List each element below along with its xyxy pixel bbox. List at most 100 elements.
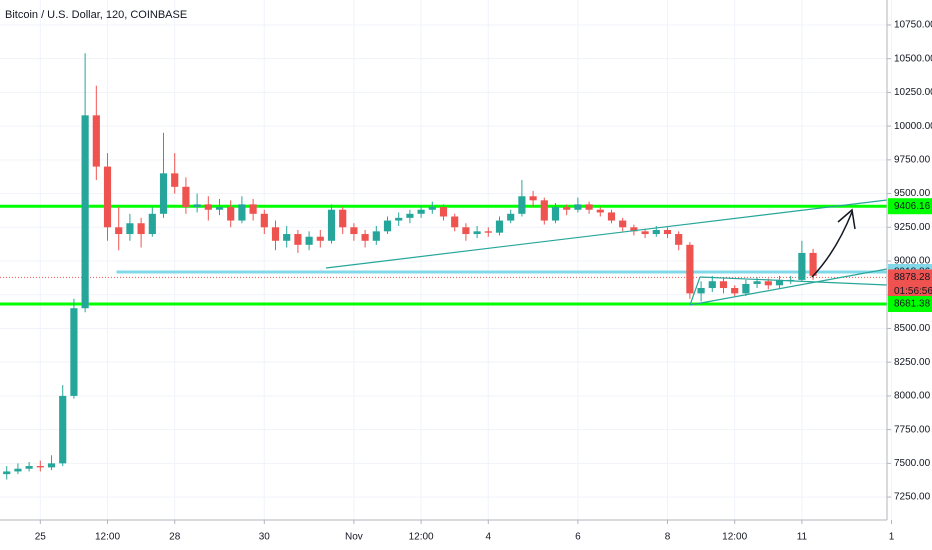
candle-body [775, 279, 784, 286]
candle-body [495, 220, 504, 233]
candle-body [14, 468, 22, 472]
candle-body [361, 234, 369, 241]
countdown: 01:56:56 [894, 286, 932, 297]
candle-body [159, 173, 168, 214]
candle-body [47, 463, 56, 468]
candle-body [484, 231, 492, 233]
price-tag-label: 8878.28 [894, 272, 931, 283]
x-tick-label: 28 [169, 532, 181, 543]
candle-body [3, 471, 11, 475]
candle-body [215, 207, 224, 210]
candle-body [249, 204, 257, 214]
candle-body [59, 395, 67, 464]
candle-body [417, 209, 425, 214]
candle-body [406, 213, 414, 218]
candle-body [227, 207, 235, 221]
candle-body [137, 223, 145, 235]
candle-body [339, 209, 347, 228]
x-tick-label: 12:00 [95, 532, 120, 543]
candle-body [607, 212, 616, 221]
candle-body [81, 115, 89, 309]
trendline [689, 268, 888, 306]
y-tick-label: 8250.00 [894, 357, 931, 368]
candle-body [305, 236, 313, 245]
candle-body [652, 229, 660, 235]
candle-body [350, 227, 358, 235]
candle-body [428, 207, 436, 210]
grid [0, 0, 892, 520]
x-tick-label: 11 [797, 532, 808, 543]
candle-body [686, 244, 694, 294]
price-tag-label: 9406.16 [894, 201, 931, 212]
candle-body [439, 207, 448, 217]
candle-body [148, 213, 156, 235]
candle-body [764, 281, 772, 286]
candle-body [574, 204, 582, 210]
candle-body [395, 217, 403, 221]
candle-body [630, 227, 638, 232]
x-tick-label: Nov [345, 532, 363, 543]
candle-body [193, 204, 201, 208]
candle-body [719, 281, 728, 288]
y-tick-label: 10750.00 [894, 20, 932, 31]
candle-body [25, 466, 33, 469]
axis-labels: 7250.00 7500.00 7750.00 8000.00 8250.00 8500.… [35, 20, 932, 543]
x-tick-label: 25 [35, 532, 47, 543]
candle-body [742, 283, 750, 294]
candle-body [507, 213, 515, 221]
candle-body [753, 281, 761, 284]
y-tick-label: 9000.00 [894, 256, 931, 267]
candle-body [126, 223, 134, 235]
y-tick-label: 10250.00 [894, 87, 932, 98]
y-tick-label: 7750.00 [894, 424, 931, 435]
y-tick-label: 9250.00 [894, 222, 931, 233]
x-tick-label: 12:00 [409, 532, 434, 543]
x-tick-label: 30 [259, 532, 271, 543]
y-tick-label: 8000.00 [894, 391, 931, 402]
candle-body [204, 204, 212, 210]
y-tick-label: 9750.00 [894, 154, 931, 165]
y-tick-label: 10500.00 [894, 53, 932, 64]
candle-body [70, 308, 78, 396]
candle-body [462, 227, 470, 235]
candle-body [103, 166, 112, 228]
candle-body [529, 196, 537, 201]
y-tick-label: 7500.00 [894, 458, 931, 469]
candle-body [182, 186, 190, 208]
candle-body [675, 234, 683, 245]
candle-body [92, 115, 100, 167]
x-tick-label: 4 [486, 532, 492, 543]
candle-body [518, 196, 526, 214]
candle-body [540, 200, 548, 221]
candles [3, 53, 817, 480]
trendline [325, 199, 888, 269]
candle-body [171, 173, 179, 187]
candle-body [708, 281, 716, 288]
y-tick-label: 7250.00 [894, 492, 931, 503]
candle-body [36, 466, 44, 468]
price-tag [888, 198, 932, 215]
candle-body [238, 204, 246, 221]
trendline [689, 276, 701, 306]
price-tag [888, 269, 932, 300]
x-tick-label: 1 [889, 532, 895, 543]
x-tick-label: 12:00 [722, 532, 747, 543]
candle-body [383, 220, 392, 232]
candle-body [271, 227, 280, 241]
candle-body [260, 213, 268, 228]
candle-body [451, 216, 459, 228]
candle-body [563, 207, 571, 210]
drawings [325, 199, 888, 306]
candle-body [283, 234, 291, 241]
x-tick-label: 6 [575, 532, 581, 543]
candle-body [731, 287, 739, 294]
chart-title: Bitcoin / U.S. Dollar, 120, COINBASE [5, 9, 187, 21]
candle-body [697, 287, 705, 294]
y-tick-label: 9500.00 [894, 188, 931, 199]
y-tick-label: 8500.00 [894, 323, 931, 334]
arrow [811, 211, 853, 278]
candle-body [294, 234, 302, 245]
